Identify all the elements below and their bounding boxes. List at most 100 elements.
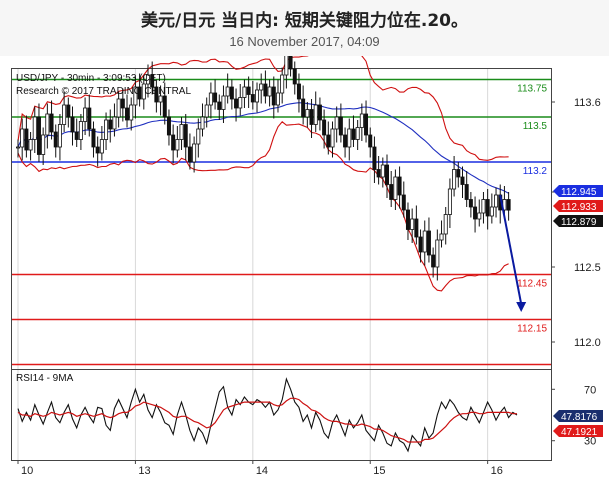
candle-body-0 <box>15 146 20 149</box>
candle-body-87 <box>380 164 385 178</box>
candle-body-94 <box>410 218 415 230</box>
candle-body-102 <box>443 214 448 235</box>
candle-body-74 <box>326 134 331 148</box>
candle-body-105 <box>456 169 461 178</box>
price-panel-frame <box>11 68 552 370</box>
candle-body-62 <box>275 92 280 106</box>
x-tick-label-2: 14 <box>256 465 268 477</box>
candle-body-58 <box>259 83 264 91</box>
candle-body-38 <box>175 139 180 151</box>
candle-body-41 <box>187 146 192 163</box>
candle-body-84 <box>368 134 373 148</box>
price-tag-label-2: 112.879 <box>561 217 597 228</box>
candle-body-54 <box>242 86 247 98</box>
candle-body-68 <box>301 98 306 118</box>
projection-arrow-shaft <box>499 194 523 305</box>
candle-body-16 <box>83 107 88 122</box>
candle-body-33 <box>154 86 159 103</box>
candle-body-15 <box>78 121 83 140</box>
candle-body-85 <box>372 146 377 170</box>
x-axis: 10 13 14 15 16 <box>17 460 503 477</box>
price-tag-bg-1 <box>553 200 603 212</box>
candle-body-98 <box>426 230 431 256</box>
candle-body-32 <box>150 74 155 88</box>
candle-body-18 <box>91 128 96 148</box>
candle-body-22 <box>108 119 113 130</box>
level-label-1: 113.5 <box>523 121 548 132</box>
rsi-ytick-label-1: 30 <box>584 436 596 448</box>
candle-body-95 <box>414 218 419 238</box>
candle-body-57 <box>255 89 260 103</box>
candle-body-52 <box>234 98 239 109</box>
candle-body-109 <box>473 206 478 220</box>
candle-body-46 <box>208 92 213 106</box>
candle-body-34 <box>158 95 163 103</box>
candle-body-55 <box>246 86 251 95</box>
candle-body-82 <box>359 113 364 128</box>
candle-body-117 <box>506 199 511 211</box>
page-date: 16 November 2017, 04:09 <box>229 34 380 49</box>
candle-body-20 <box>99 139 104 154</box>
candle-body-97 <box>422 230 427 253</box>
candle-body-100 <box>435 239 440 268</box>
candle-body-47 <box>213 92 218 103</box>
candle-body-60 <box>267 86 272 97</box>
candle-body-6 <box>41 134 46 155</box>
candle-body-35 <box>162 95 167 118</box>
candle-body-86 <box>376 169 381 178</box>
candle-body-43 <box>196 128 201 145</box>
x-tick-label-3: 15 <box>373 465 385 477</box>
candle-body-70 <box>309 109 314 125</box>
projection-arrow-head <box>516 302 527 312</box>
candle-body-96 <box>418 236 423 253</box>
candle-body-67 <box>296 83 301 100</box>
candle-body-23 <box>112 116 117 130</box>
candle-body-28 <box>133 86 138 106</box>
rsi-tag-bg-0 <box>553 410 603 422</box>
candle-body-50 <box>225 86 230 97</box>
candle-body-65 <box>288 56 293 70</box>
candle-body-103 <box>447 188 452 215</box>
candle-body-27 <box>129 104 134 121</box>
level-label-2: 113.2 <box>523 166 548 177</box>
candle-body-48 <box>217 101 222 110</box>
page-header: 美元/日元 当日内: 短期关键阻力位在.20。 16 November 2017… <box>0 0 609 56</box>
candle-body-21 <box>104 119 109 140</box>
moving-average-line <box>17 102 509 194</box>
candle-body-63 <box>280 74 285 94</box>
candle-body-13 <box>70 116 75 133</box>
rsi-panel-frame <box>11 369 552 461</box>
x-tick-label-1: 13 <box>138 465 150 477</box>
candle-body-56 <box>250 94 255 103</box>
price-tag-label-1: 112.933 <box>561 202 597 213</box>
candle-body-92 <box>401 194 406 211</box>
level-label-3: 112.45 <box>517 279 547 290</box>
candle-body-78 <box>343 134 348 148</box>
candle-body-104 <box>452 169 457 190</box>
candle-body-17 <box>87 107 92 130</box>
candle-body-66 <box>292 68 297 85</box>
instrument-label: USD/JPY - 30min - 3:09:53 (CET) <box>16 73 166 84</box>
candle-body-93 <box>405 209 410 230</box>
candle-body-4 <box>32 116 37 140</box>
candle-body-91 <box>397 176 402 196</box>
x-tick-label-0: 10 <box>21 465 33 477</box>
candle-body-101 <box>439 233 444 241</box>
candle-body-12 <box>66 104 71 118</box>
candle-body-107 <box>464 184 469 200</box>
candle-body-40 <box>183 124 188 148</box>
candle-body-5 <box>36 116 41 155</box>
candle-body-8 <box>49 113 54 133</box>
candle-body-25 <box>120 98 125 109</box>
candle-body-72 <box>317 104 322 121</box>
page-title: 美元/日元 当日内: 短期关键阻力位在.20。 <box>141 11 468 31</box>
candle-body-79 <box>347 128 352 148</box>
candle-body-90 <box>393 176 398 200</box>
candle-body-61 <box>271 86 276 106</box>
candle-body-1 <box>20 128 25 148</box>
candle-body-45 <box>204 104 209 118</box>
candle-body-80 <box>351 128 356 140</box>
lower-band-line <box>17 121 509 292</box>
candle-body-73 <box>322 119 327 136</box>
